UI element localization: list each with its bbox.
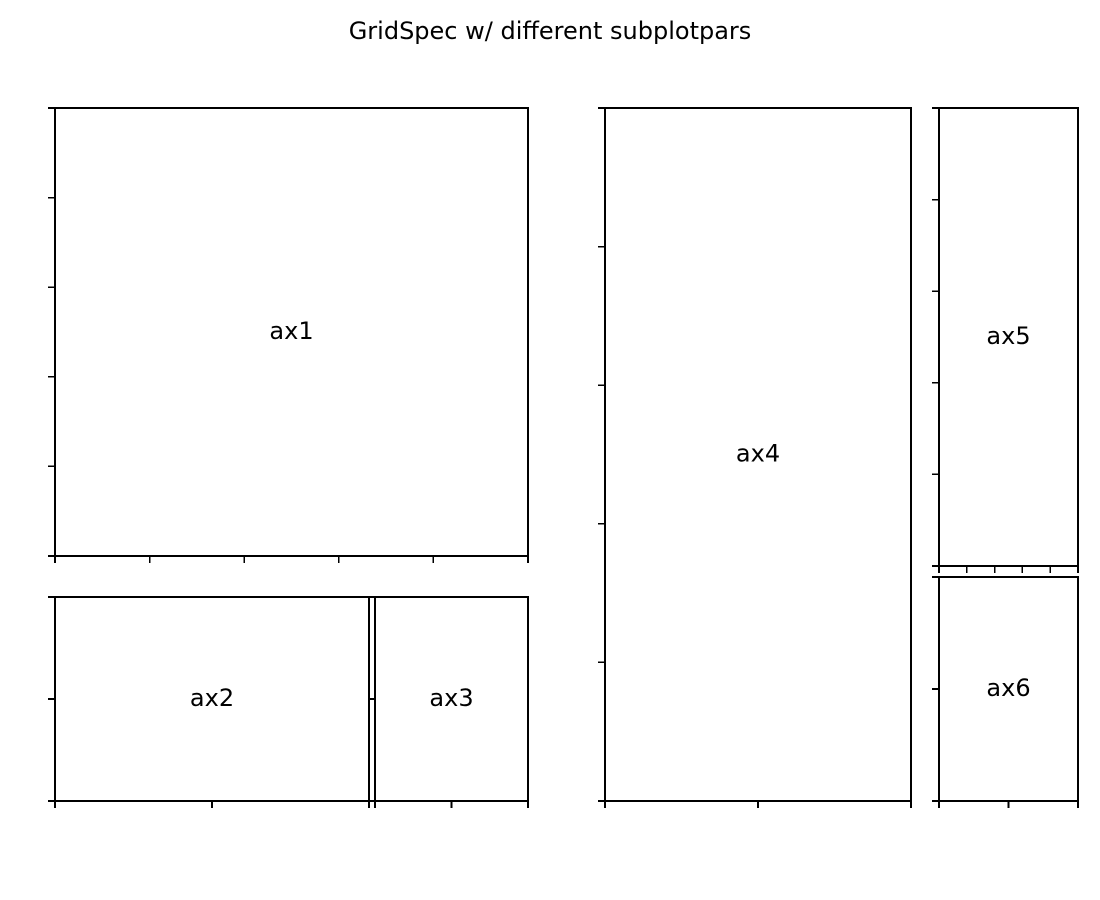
axes-layer: ax1 ax2 ax3 ax4 ax5 ax6 [48, 107, 1079, 808]
ax6-label: ax6 [986, 674, 1030, 702]
ax3-label: ax3 [429, 684, 473, 712]
ax2-axes: ax2 [48, 596, 370, 808]
ax1-axes: ax1 [48, 107, 529, 563]
ax1-frame [54, 107, 529, 557]
ax5-axes: ax5 [932, 107, 1079, 573]
ax3-axes: ax3 [368, 596, 529, 808]
ax5-label: ax5 [986, 322, 1030, 350]
ax2-label: ax2 [190, 684, 234, 712]
ax4-axes: ax4 [598, 107, 912, 808]
ax4-label: ax4 [736, 440, 780, 468]
figure-title: GridSpec w/ different subplotpars [349, 17, 752, 45]
ax6-axes: ax6 [932, 576, 1079, 808]
ax5-frame [938, 107, 1079, 567]
ax1-label: ax1 [269, 317, 313, 345]
